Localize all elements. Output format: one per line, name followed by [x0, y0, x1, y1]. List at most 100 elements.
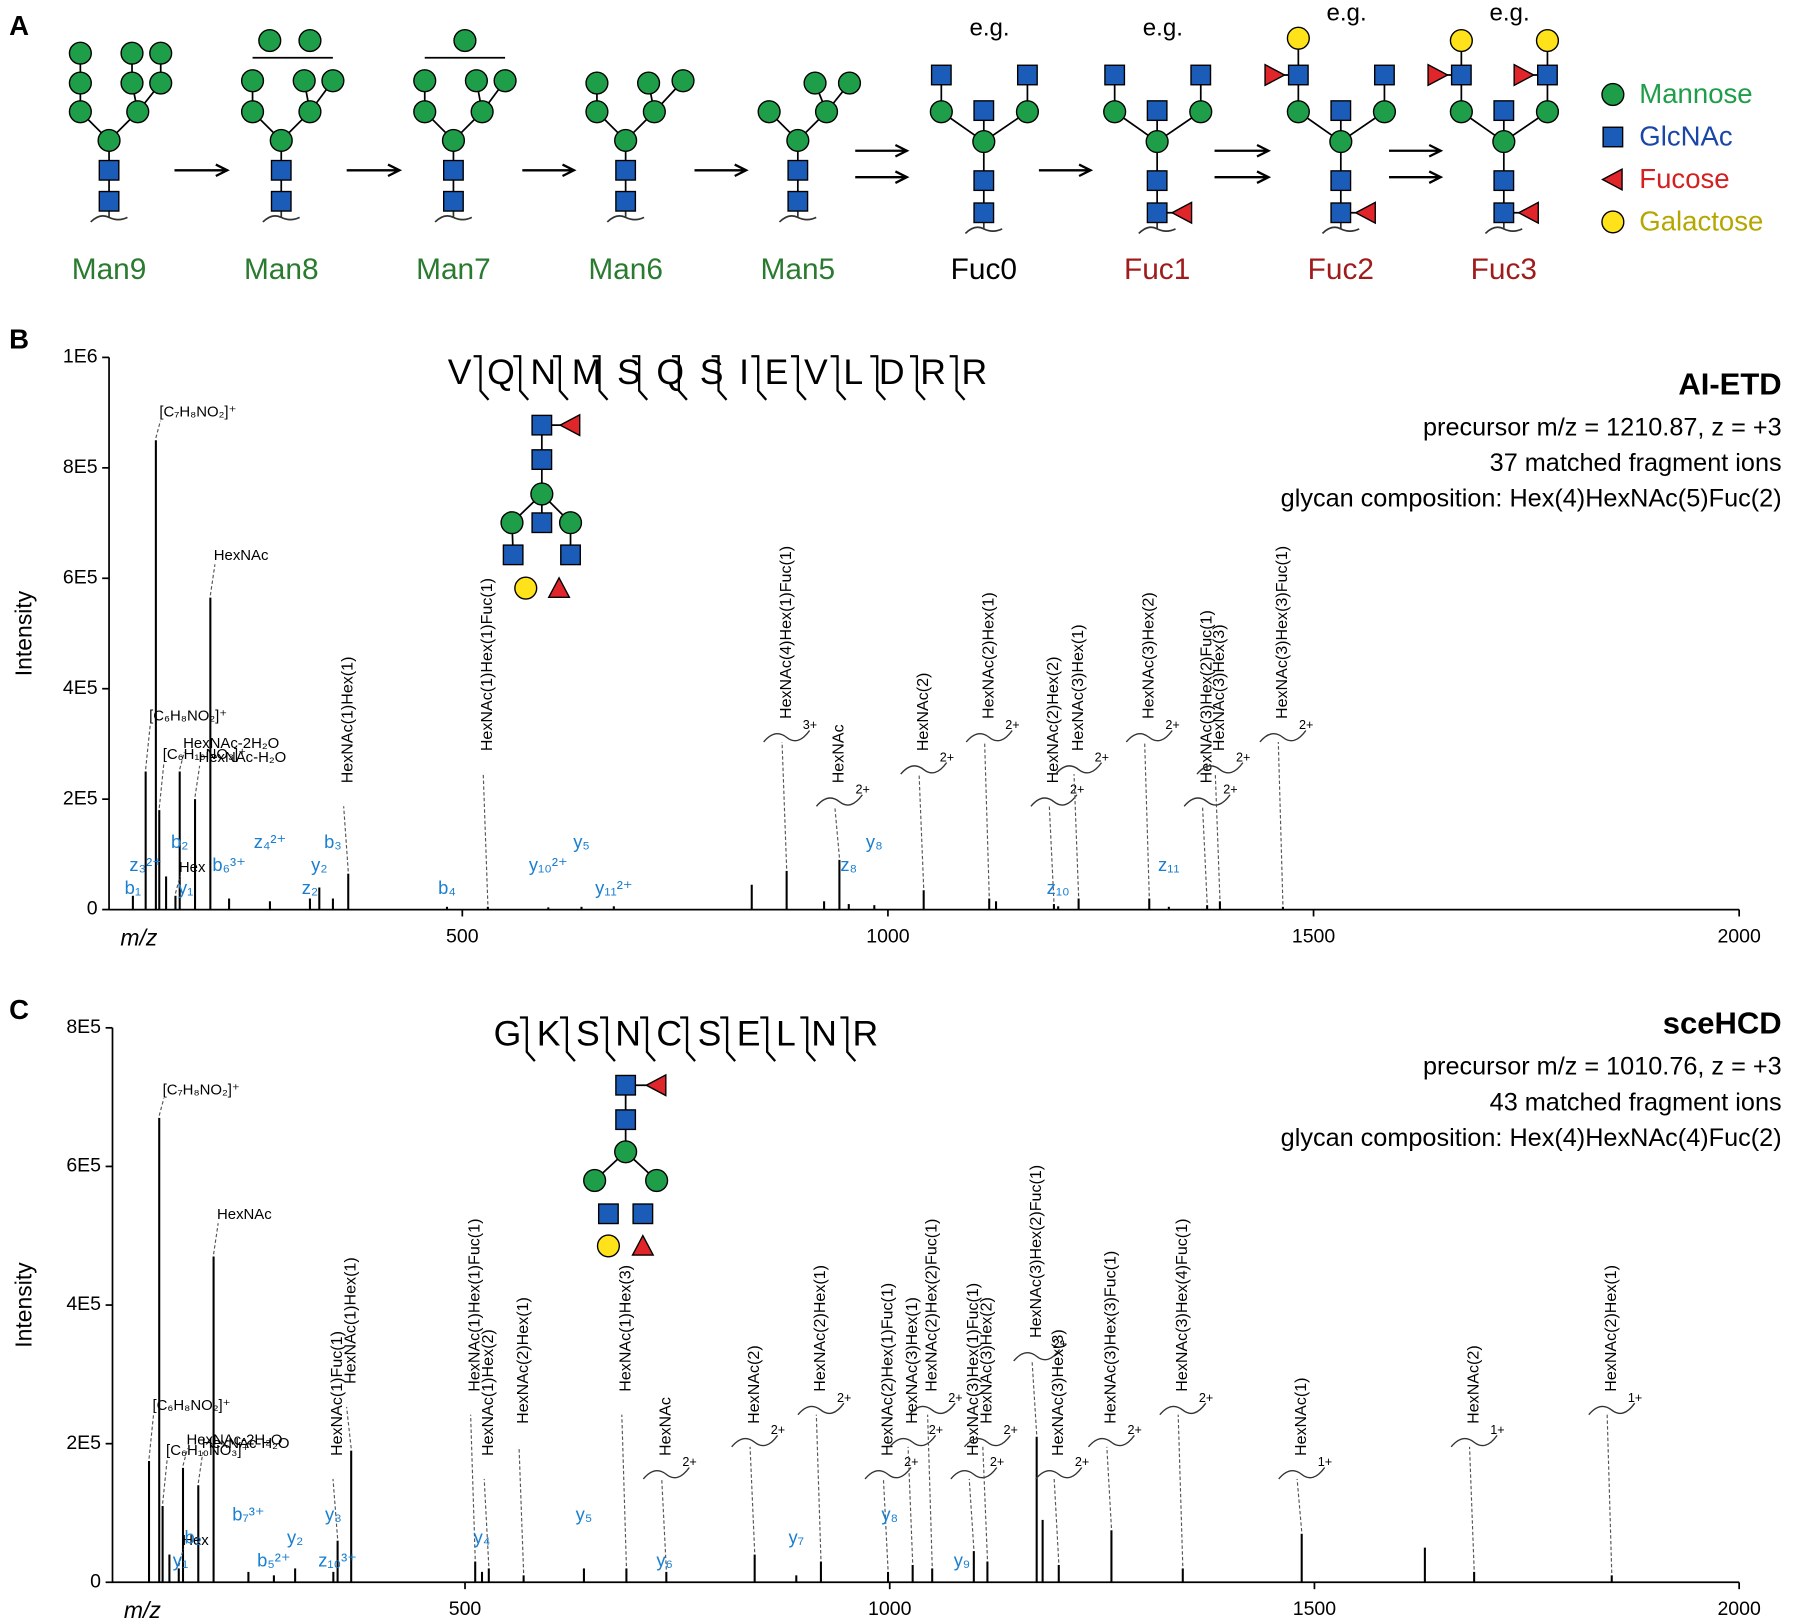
peak-label: [C₆H₁₀NO₃]⁺ — [163, 746, 246, 763]
glycan-residue — [1146, 170, 1168, 192]
arrow — [346, 163, 403, 178]
glycan-residue — [97, 128, 121, 153]
y-tick-label: 0 — [90, 1570, 101, 1592]
leader — [781, 741, 788, 869]
glycan-residue — [631, 1234, 655, 1256]
peptide-stub — [1138, 221, 1176, 235]
y-tick-label: 8E5 — [66, 1016, 101, 1038]
glycan-residue — [596, 1234, 621, 1258]
leader — [213, 1223, 219, 1255]
glycan-name: Man8 — [244, 253, 319, 286]
glycan-residue — [270, 159, 292, 181]
charge-squiggle — [1087, 1434, 1135, 1448]
fragment-mark — [760, 1016, 777, 1062]
glycan-residue — [531, 414, 553, 436]
y-tick-label: 0 — [87, 898, 98, 920]
x-tick-label: 500 — [449, 1598, 482, 1620]
glycan-name: Man7 — [416, 253, 491, 286]
ion-label: y₈ — [866, 831, 883, 852]
glycan-residue — [298, 28, 322, 53]
ion-label: b₄ — [438, 877, 456, 898]
charge-label: 2+ — [1053, 1337, 1067, 1351]
method-title: sceHCD — [1663, 1006, 1782, 1041]
leader — [1296, 1478, 1303, 1532]
leader — [882, 1478, 889, 1570]
charge-squiggle — [1030, 794, 1078, 807]
glycan-fragment-label: HexNAc — [830, 724, 848, 783]
glycan-residue — [1492, 129, 1516, 154]
peptide-stub — [1321, 221, 1360, 235]
glycan-residue — [585, 100, 609, 124]
glycan-residue — [1517, 201, 1539, 225]
y-tick-label: 2E5 — [66, 1432, 101, 1454]
ion-label: z₃²⁺ — [129, 854, 161, 875]
leader — [155, 420, 162, 439]
ion-label: y₁ — [173, 1549, 188, 1570]
glycan-fragment-label: HexNAc(2)Hex(1)Fuc(1) — [878, 1283, 896, 1456]
glycan-fragment-label: HexNAc(1)Hex(2) — [479, 1329, 497, 1456]
charge-label: 2+ — [990, 1455, 1004, 1469]
glycan-residue — [441, 128, 466, 153]
fragment-mark — [632, 355, 649, 401]
glycan-residue — [1493, 170, 1515, 192]
leader — [1214, 774, 1221, 900]
ion-label: b₁ — [125, 877, 141, 898]
glycan-residue — [1535, 100, 1560, 124]
x-tick-label: 1500 — [1293, 1598, 1337, 1620]
glycan-residue — [321, 69, 345, 93]
x-tick-label: 2000 — [1717, 1598, 1761, 1620]
glycan-residue — [1329, 129, 1353, 154]
leader — [1277, 741, 1284, 905]
x-tick-label: 1000 — [866, 925, 910, 947]
leader — [470, 1414, 476, 1560]
glycan-fragment-label: HexNAc(2)Hex(1) — [514, 1297, 532, 1424]
method-detail: glycan composition: Hex(4)HexNAc(4)Fuc(2… — [1281, 1124, 1782, 1152]
charge-label: 3+ — [803, 718, 817, 732]
fragment-mark — [840, 1016, 857, 1062]
ion-label: z₁₁ — [1158, 854, 1180, 875]
glycan-residue — [1601, 167, 1623, 191]
leader — [483, 1478, 490, 1567]
glycan-residue — [149, 71, 173, 95]
glycan-fragment-label: HexNAc(3)Hex(2)Fuc(1) — [1027, 1165, 1045, 1338]
fragment-mark — [790, 355, 807, 401]
method-detail: 43 matched fragment ions — [1490, 1088, 1782, 1116]
peak-label: [C₆H₁₀NO₃]⁺ — [166, 1442, 249, 1459]
fragment-mark — [680, 1016, 696, 1062]
leader — [1468, 1446, 1475, 1570]
glycan-residue — [614, 1140, 638, 1164]
glycan-fragment-label: HexNAc(3)Hex(2) — [978, 1297, 996, 1424]
charge-label: 2+ — [1223, 783, 1237, 797]
glycan-residue — [1330, 202, 1352, 224]
y-tick-label: 6E5 — [63, 566, 98, 588]
leader — [907, 1446, 914, 1563]
glycan-residue — [1286, 100, 1310, 124]
charge-squiggle — [1450, 1434, 1498, 1448]
fragment-mark — [720, 1016, 736, 1062]
glycan-fragment-label: HexNAc(3)Hex(3)Fuc(1) — [1273, 546, 1291, 719]
peak-label: Hex — [179, 859, 206, 876]
glycan-residue — [1537, 64, 1558, 86]
glycan-residue — [972, 129, 996, 154]
peak-label: HexNAc — [214, 547, 269, 564]
glycan-residue — [1513, 63, 1536, 87]
y-tick-label: 4E5 — [66, 1293, 101, 1315]
glycan-residue — [442, 159, 464, 181]
method-detail: precursor m/z = 1210.87, z = +3 — [1423, 413, 1782, 441]
fragment-mark — [671, 355, 688, 401]
glycan-residue — [1427, 63, 1450, 87]
ion-label: y₁₁²⁺ — [595, 877, 632, 898]
fragment-mark — [751, 355, 768, 401]
glycan-fragment-label: HexNAc(1)Hex(1) — [341, 1257, 359, 1384]
legend-label: Galactose — [1639, 205, 1763, 236]
fragment-mark — [473, 355, 490, 401]
fragment-mark — [800, 1016, 817, 1062]
charge-squiggle — [1125, 730, 1173, 743]
leader — [518, 1446, 525, 1574]
ion-label: b₆³⁺ — [212, 854, 245, 875]
leader — [158, 763, 165, 808]
charge-squiggle — [1013, 1349, 1061, 1362]
leader — [174, 876, 181, 894]
glycan-residue — [757, 100, 781, 124]
